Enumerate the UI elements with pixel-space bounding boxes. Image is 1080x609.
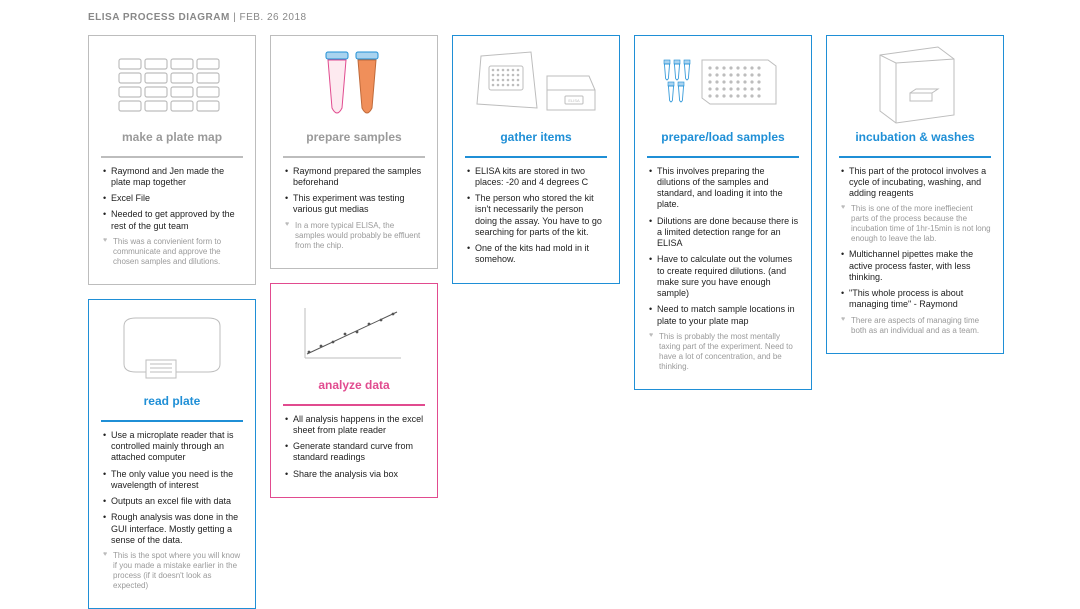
card-title: gather items	[465, 130, 607, 148]
card-rule	[283, 404, 425, 406]
card-note: This is the spot where you will know if …	[103, 551, 243, 591]
header-date: FEB. 26 2018	[239, 12, 306, 23]
card-items: Raymond prepared the samples beforehand T…	[285, 166, 425, 251]
card-rule	[283, 156, 425, 158]
card-column: make a plate map Raymond and Jen made the…	[88, 35, 256, 609]
plate-map-icon	[113, 53, 231, 117]
card-quote: "This whole process is about managing ti…	[841, 288, 991, 311]
card-title: prepare/load samples	[647, 130, 799, 148]
prepare-samples-illustration	[283, 46, 425, 124]
card-bullet: Multichannel pipettes make the active pr…	[841, 249, 991, 283]
card-bullet: Raymond prepared the samples beforehand	[285, 166, 425, 189]
card-note: This is one of the more ineffiecient par…	[841, 204, 991, 244]
card-rule	[647, 156, 799, 158]
kit-icon: ELISA	[471, 46, 601, 124]
card-note: In a more typical ELISA, the samples wou…	[285, 221, 425, 251]
card-items: ELISA kits are stored in two places: -20…	[467, 166, 607, 266]
card-title: prepare samples	[283, 130, 425, 148]
header-title: ELISA PROCESS DIAGRAM	[88, 12, 230, 23]
page-header: ELISA PROCESS DIAGRAM | FEB. 26 2018	[88, 12, 1032, 25]
card-bullet: Outputs an excel file with data	[103, 496, 243, 507]
card-bullet: One of the kits had mold in it somehow.	[467, 243, 607, 266]
card-note: This is probably the most mentally taxin…	[649, 332, 799, 372]
analyze-data-illustration	[283, 294, 425, 372]
card-bullet: Have to calculate out the volumes to cre…	[649, 254, 799, 299]
card-bullet: The only value you need is the wavelengt…	[103, 469, 243, 492]
card-title: analyze data	[283, 378, 425, 396]
card-column: ELISA gather items ELISA kits are stored …	[452, 35, 620, 284]
card-rule	[839, 156, 991, 158]
card-prepare-samples: prepare samples Raymond prepared the samp…	[270, 35, 438, 269]
card-title: incubation & washes	[839, 130, 991, 148]
card-title: read plate	[101, 394, 243, 412]
card-items: Raymond and Jen made the plate map toget…	[103, 166, 243, 267]
card-rule	[101, 156, 243, 158]
scatter-chart-icon	[299, 302, 409, 364]
card-bullet: Needed to get approved by the rest of th…	[103, 209, 243, 232]
card-grid: make a plate map Raymond and Jen made the…	[88, 35, 1032, 609]
read-plate-illustration	[101, 310, 243, 388]
card-prepare-load: prepare/load samples This involves prepar…	[634, 35, 812, 390]
card-incubation: incubation & washes This part of the prot…	[826, 35, 1004, 354]
card-bullet: ELISA kits are stored in two places: -20…	[467, 166, 607, 189]
card-column: incubation & washes This part of the prot…	[826, 35, 1004, 354]
card-gather-items: ELISA gather items ELISA kits are stored …	[452, 35, 620, 284]
card-bullet: Dilutions are done because there is a li…	[649, 216, 799, 250]
card-bullet: Raymond and Jen made the plate map toget…	[103, 166, 243, 189]
card-bullet: Need to match sample locations in plate …	[649, 304, 799, 327]
gather-items-illustration: ELISA	[465, 46, 607, 124]
card-analyze-data: analyze data All analysis happens in the …	[270, 283, 438, 498]
card-bullet: All analysis happens in the excel sheet …	[285, 414, 425, 437]
card-items: Use a microplate reader that is controll…	[103, 430, 243, 591]
svg-text:ELISA: ELISA	[568, 98, 580, 103]
card-note: There are aspects of managing time both …	[841, 316, 991, 336]
tubes-icon	[314, 46, 394, 124]
card-bullet: The person who stored the kit isn't nece…	[467, 193, 607, 238]
card-items: All analysis happens in the excel sheet …	[285, 414, 425, 480]
card-bullet: Share the analysis via box	[285, 469, 425, 480]
card-rule	[101, 420, 243, 422]
card-rule	[465, 156, 607, 158]
card-bullet: This experiment was testing various gut …	[285, 193, 425, 216]
incubator-icon	[860, 41, 970, 129]
card-plate-map: make a plate map Raymond and Jen made the…	[88, 35, 256, 285]
card-bullet: This involves preparing the dilutions of…	[649, 166, 799, 211]
prepare-load-illustration	[647, 46, 799, 124]
card-title: make a plate map	[101, 130, 243, 148]
card-note: This was a convienient form to communica…	[103, 237, 243, 267]
card-bullet: This part of the protocol involves a cyc…	[841, 166, 991, 200]
card-bullet: Rough analysis was done in the GUI inter…	[103, 512, 243, 546]
card-bullet: Generate standard curve from standard re…	[285, 441, 425, 464]
card-bullet: Excel File	[103, 193, 243, 204]
plate-map-illustration	[101, 46, 243, 124]
card-column: prepare samples Raymond prepared the samp…	[270, 35, 438, 498]
card-items: This part of the protocol involves a cyc…	[841, 166, 991, 336]
load-samples-icon	[658, 54, 788, 116]
incubation-illustration	[839, 46, 991, 124]
plate-reader-icon	[112, 312, 232, 386]
card-items: This involves preparing the dilutions of…	[649, 166, 799, 372]
card-read-plate: read plate Use a microplate reader that i…	[88, 299, 256, 609]
card-column: prepare/load samples This involves prepar…	[634, 35, 812, 390]
card-bullet: Use a microplate reader that is controll…	[103, 430, 243, 464]
